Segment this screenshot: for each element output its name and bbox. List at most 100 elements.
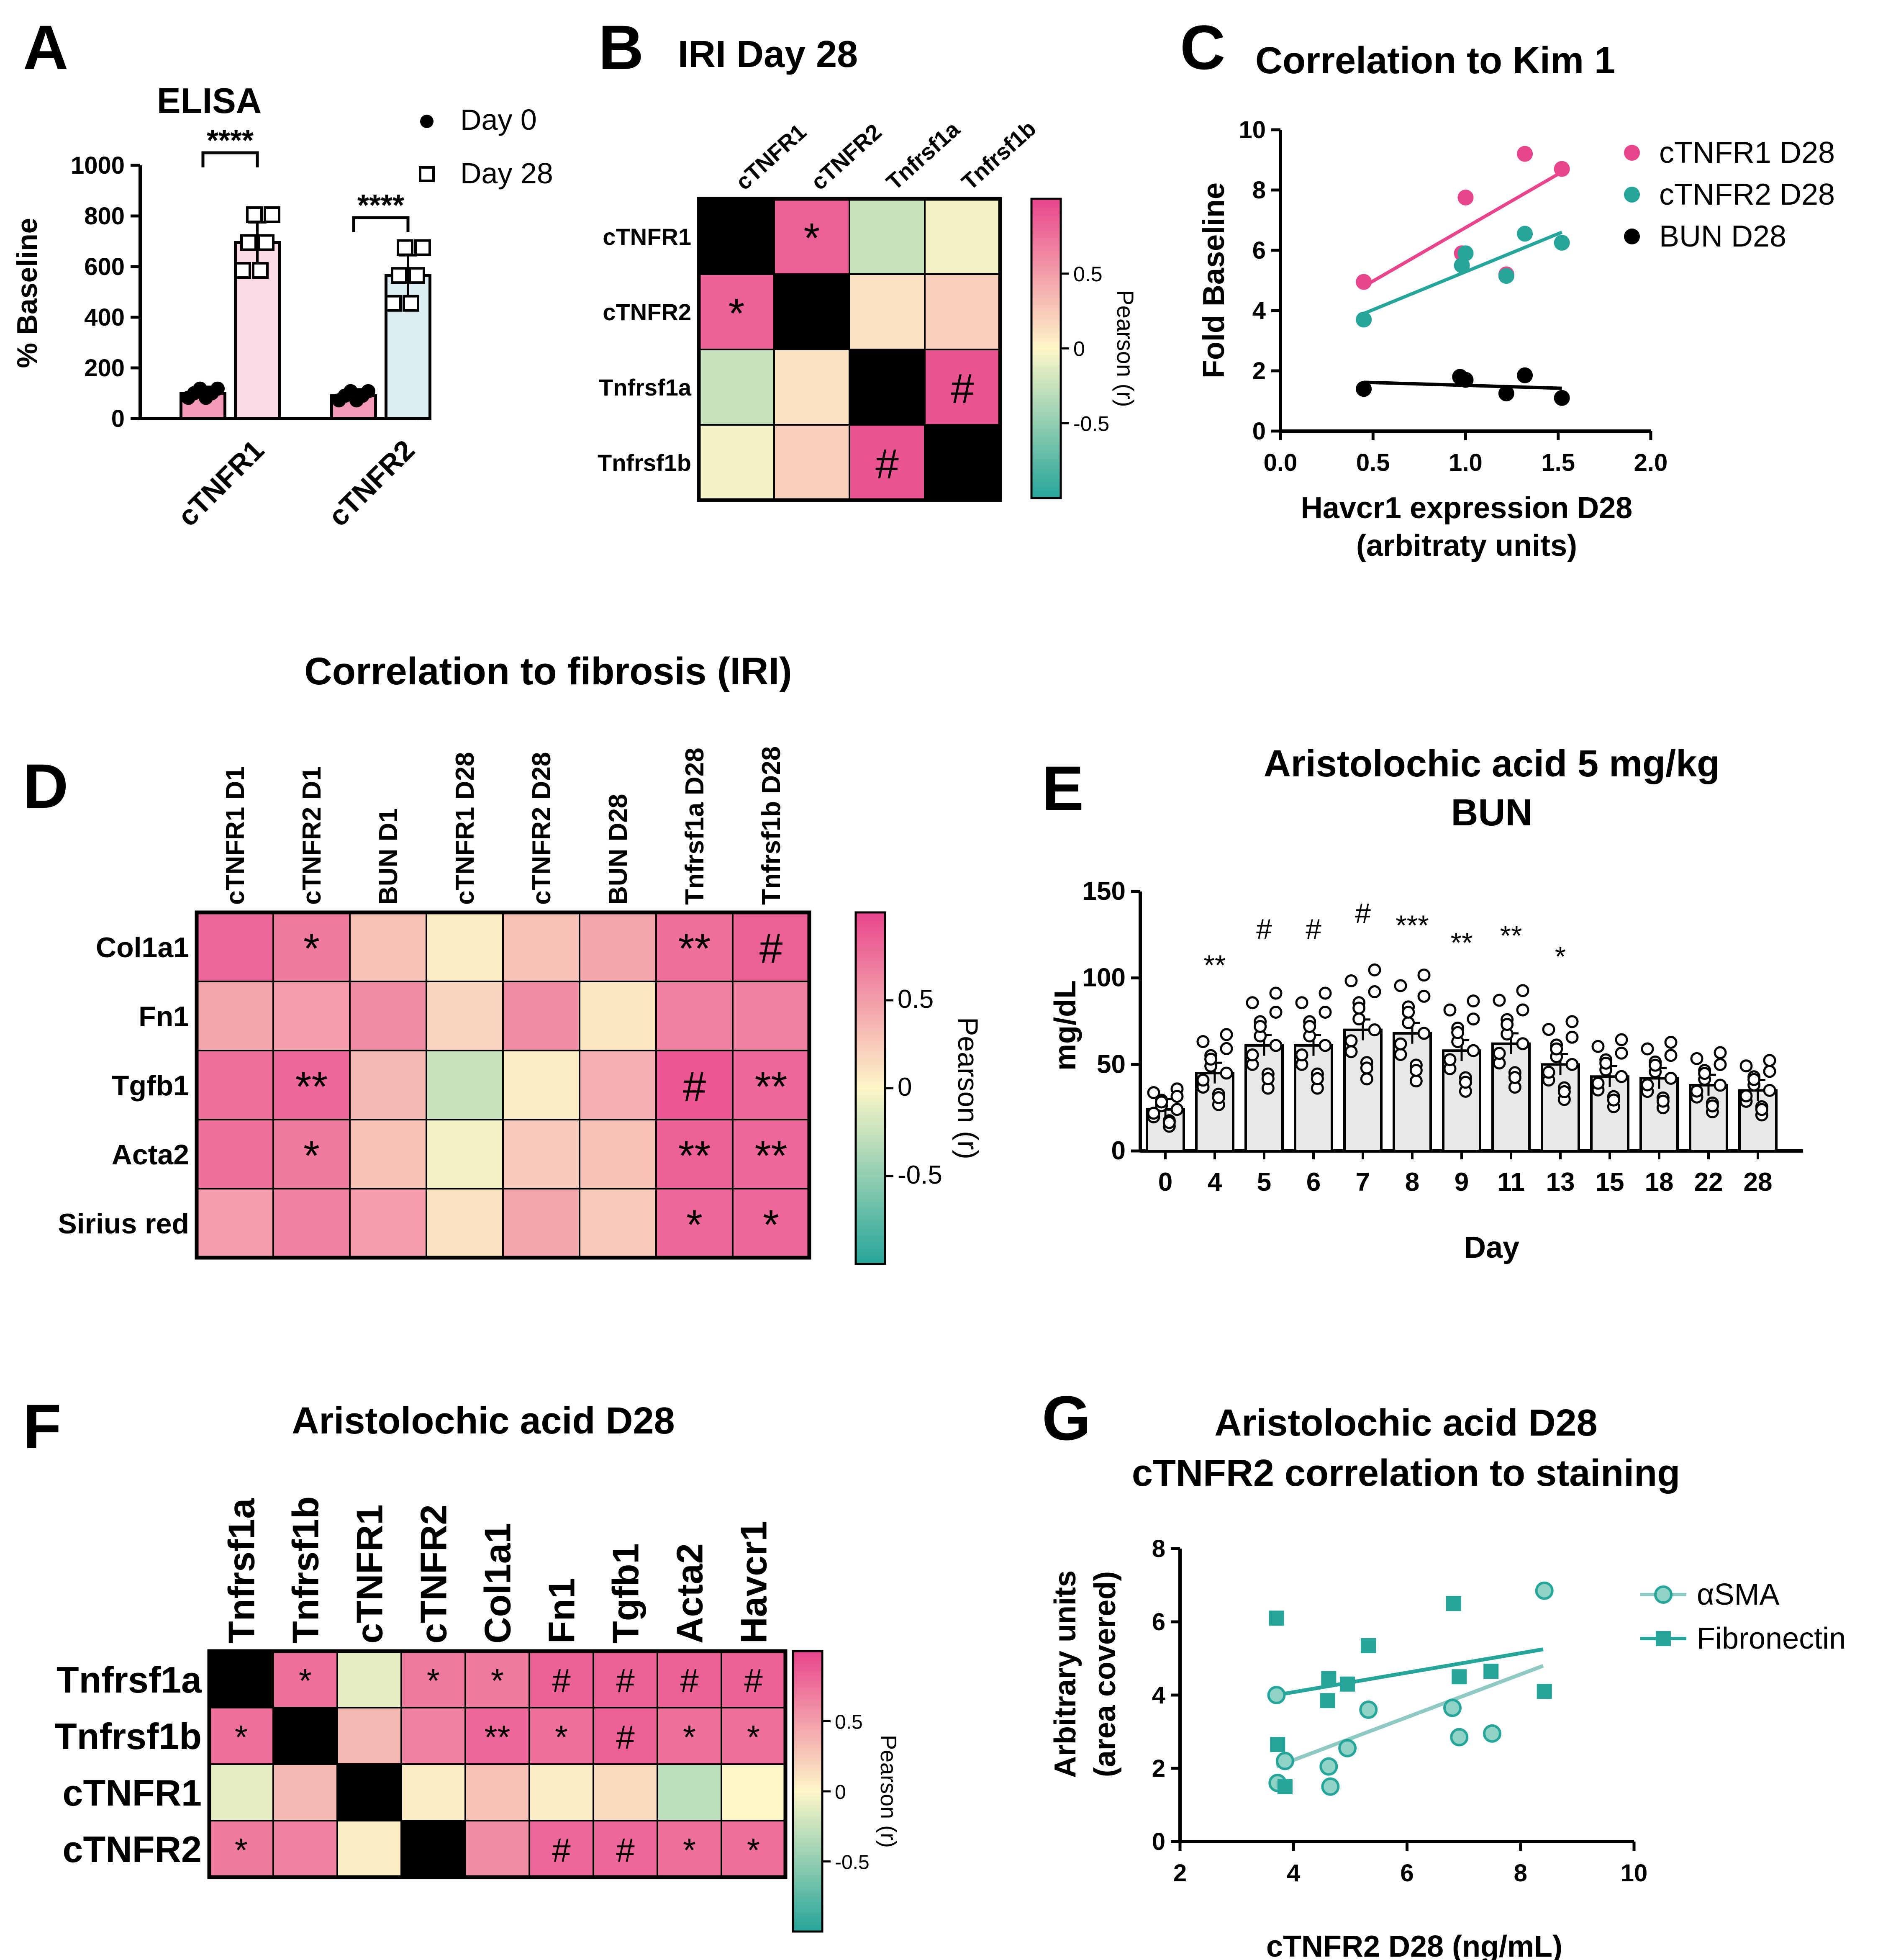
- colorbar-label: Pearson (r): [1112, 290, 1139, 407]
- heatmap-cell: [528, 1707, 594, 1765]
- data-point: [1417, 1027, 1431, 1040]
- data-point: [1246, 996, 1259, 1010]
- heatmap-cell: [426, 981, 504, 1051]
- panel-c-xlabel: Havcr1 expression D28: [1301, 491, 1632, 525]
- point-fibronectin: [1452, 1669, 1467, 1685]
- data-point: [1352, 1012, 1366, 1026]
- column-label: cTNFR2: [806, 119, 887, 195]
- legend-label-day0: Day 0: [460, 103, 537, 136]
- colorbar-label: Pearson (r): [952, 1017, 984, 1159]
- heatmap-cell: [721, 1763, 786, 1821]
- point-day0: [361, 384, 375, 398]
- x-tick-label: 8: [1514, 1860, 1527, 1887]
- panel-c: C Correlation to Kim 1 Fold Baseline Hav…: [1180, 12, 1835, 563]
- significance-mark: *: [235, 1832, 248, 1869]
- data-point: [1196, 1074, 1210, 1087]
- data-point: [1714, 1079, 1727, 1092]
- panel-a-title: ELISA: [157, 81, 262, 121]
- heatmap-cell: [593, 1820, 658, 1878]
- point-0: [1554, 161, 1570, 177]
- heatmap-cell: [349, 912, 427, 982]
- heatmap-cell: [196, 1119, 274, 1189]
- heatmap-cell: [272, 1763, 338, 1821]
- point-fibronectin: [1446, 1596, 1461, 1611]
- panel-label-a: A: [23, 12, 68, 82]
- significance-label: #: [1256, 913, 1272, 945]
- data-point: [1212, 1091, 1225, 1105]
- point-fibronectin: [1483, 1664, 1499, 1679]
- data-point: [1269, 1005, 1283, 1019]
- heatmap-cell: [336, 1650, 402, 1708]
- heatmap-border: [207, 1649, 788, 1879]
- y-tick-label: 0: [1111, 1136, 1126, 1165]
- legend-label-asma: αSMA: [1697, 1578, 1780, 1611]
- fit-line-asma: [1275, 1664, 1544, 1768]
- data-point: [1739, 1059, 1753, 1073]
- y-tick-label: 0: [111, 405, 125, 432]
- colorbar-tick-label: 0.5: [1073, 262, 1103, 286]
- significance-mark: #: [759, 925, 783, 972]
- heatmap-cell: [698, 424, 775, 501]
- significance-mark: *: [299, 1662, 312, 1699]
- point-asma: [1535, 1581, 1554, 1600]
- significance-mark: *: [491, 1662, 504, 1699]
- significance-mark: *: [683, 1832, 696, 1869]
- y-tick-label: 6: [1252, 237, 1266, 264]
- heatmap-cell: [849, 349, 926, 426]
- point-asma: [1450, 1728, 1469, 1747]
- data-point: [1599, 1056, 1613, 1070]
- point-fibronectin: [1340, 1676, 1355, 1692]
- heatmap-cell: [196, 981, 274, 1051]
- column-label: Tnfrsf1a D28: [680, 748, 709, 905]
- heatmap-cell: [502, 1050, 580, 1120]
- data-point: [1170, 1103, 1184, 1116]
- y-tick-label: 400: [84, 304, 125, 331]
- panel-a: A ELISA % Baseline 0 200 400 600 800 1000 ***…: [11, 12, 553, 532]
- data-point: [1467, 1012, 1480, 1026]
- data-point: [1698, 1067, 1711, 1080]
- data-point: [1649, 1058, 1662, 1072]
- legend-marker-day0: [420, 115, 434, 128]
- data-point: [1261, 1072, 1275, 1085]
- heatmap-cell: [732, 1188, 810, 1259]
- significance-bracket: [352, 216, 410, 232]
- significance-mark: **: [484, 1719, 510, 1756]
- point-1: [1517, 226, 1533, 242]
- data-point: [1542, 1023, 1555, 1036]
- point-day28: [240, 234, 257, 251]
- data-point: [1319, 986, 1332, 1000]
- colorbar-label: Pearson (r): [876, 1735, 901, 1848]
- y-tick-label: 2: [1152, 1755, 1165, 1782]
- row-label: Sirius red: [58, 1208, 189, 1240]
- significance-mark: #: [683, 1063, 706, 1110]
- row-label: cTNFR2: [63, 1829, 202, 1870]
- point-2: [1554, 390, 1570, 406]
- data-point: [1443, 1003, 1457, 1017]
- point-1: [1498, 268, 1514, 284]
- data-point: [1254, 1020, 1267, 1033]
- data-point: [1493, 994, 1506, 1007]
- x-tick-label: 5: [1257, 1168, 1271, 1197]
- row-label: Tnfrsf1b: [54, 1716, 202, 1757]
- heatmap-cell: [924, 198, 1001, 275]
- y-tick-label: 800: [84, 203, 125, 230]
- significance-mark: *: [555, 1719, 568, 1756]
- x-tick-label: cTNFR1: [172, 434, 270, 532]
- panel-e-xlabel: Day: [1464, 1231, 1519, 1264]
- column-label: cTNFR1: [349, 1505, 390, 1644]
- heatmap-cell: [655, 1188, 734, 1259]
- heatmap-cell: [502, 1119, 580, 1189]
- significance-label: #: [1306, 913, 1321, 945]
- data-point: [1269, 986, 1283, 1000]
- column-label: Havcr1: [733, 1521, 774, 1644]
- heatmap-cell: [657, 1707, 722, 1765]
- panel-label-d: D: [23, 751, 68, 821]
- significance-mark: *: [747, 1719, 760, 1756]
- colorbar-tick-label: 0.5: [835, 1711, 863, 1734]
- significance-mark: **: [678, 1133, 711, 1179]
- panel-label-c: C: [1180, 12, 1225, 82]
- column-label: BUN D28: [604, 794, 633, 905]
- heatmap-cell: [464, 1707, 530, 1765]
- heatmap-cell: [272, 1050, 351, 1120]
- y-tick-label: 150: [1083, 877, 1126, 906]
